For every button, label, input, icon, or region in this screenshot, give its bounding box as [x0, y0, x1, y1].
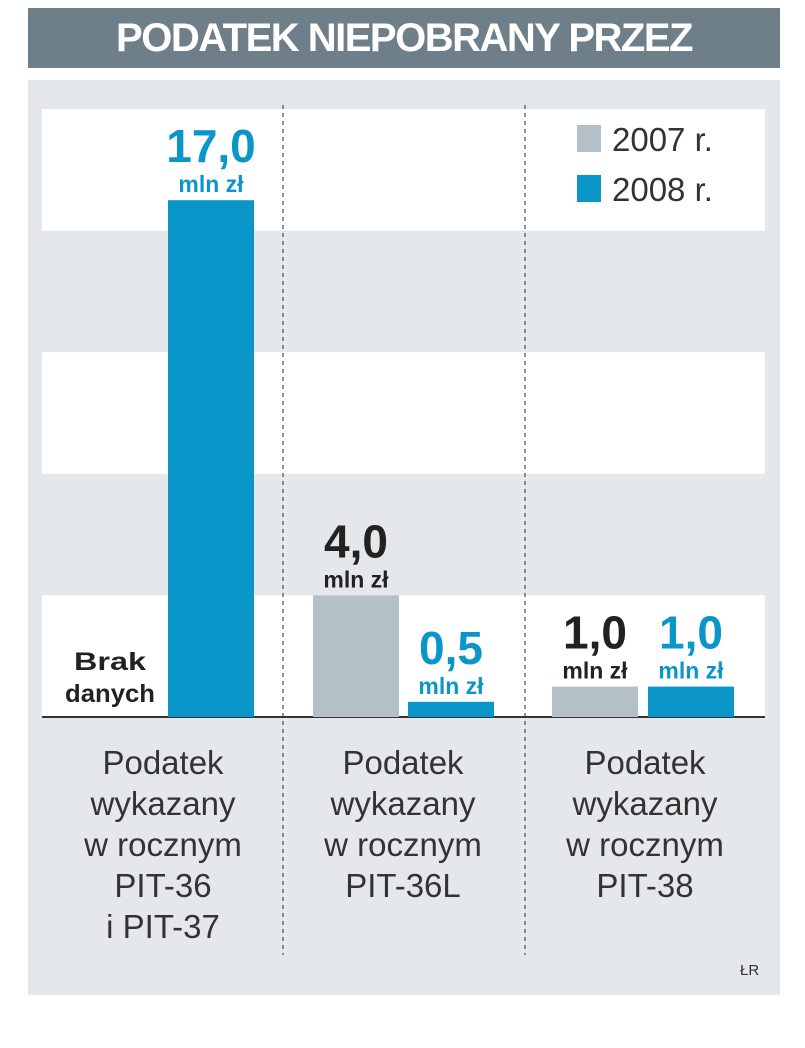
grid-band [42, 352, 765, 474]
category-label-line: Podatek [584, 744, 706, 781]
data-label: 4,0 [324, 515, 388, 567]
data-label: 1,0 [563, 607, 627, 659]
grid-band [42, 109, 765, 231]
category-label-line: w rocznym [84, 826, 242, 863]
bar-2007r-2 [552, 686, 638, 717]
legend-swatch [577, 125, 601, 152]
legend-label: 2008 r. [612, 171, 713, 208]
credit: ŁR [740, 962, 760, 979]
data-unit-label: mln zł [323, 566, 389, 592]
chart-title: PODATEK NIEPOBRANY PRZEZ PŁATNIKA [28, 8, 780, 120]
category-label-line: Podatek [342, 744, 464, 781]
data-label: 1,0 [659, 607, 723, 659]
data-label: 17,0 [166, 120, 256, 172]
bar-2007r-1 [313, 595, 399, 717]
category-label-line: w rocznym [566, 826, 724, 863]
category-label: Podatek wykazany w rocznym PIT-36 i PIT-37 [48, 742, 278, 947]
category-label-line: PIT-36L [345, 867, 461, 904]
bar-2008r-2 [648, 686, 734, 717]
category-label: Podatek wykazany w rocznym PIT-36L [288, 742, 518, 906]
data-unit-label: mln zł [658, 658, 724, 684]
category-label-line: wykazany [572, 785, 718, 822]
data-label: 0,5 [419, 622, 483, 674]
category-label-line: PIT-38 [596, 867, 694, 904]
category-label-line: i PIT-37 [106, 908, 220, 945]
category-label-line: wykazany [330, 785, 476, 822]
missing-label-line: Brak [74, 648, 146, 676]
chart-panel [28, 80, 780, 995]
legend-swatch [577, 175, 601, 202]
data-unit-label: mln zł [178, 171, 244, 197]
data-unit-label: mln zł [562, 658, 628, 684]
missing-label-line: danych [65, 680, 155, 708]
category-label-line: wykazany [90, 785, 236, 822]
bar-2008r-0 [168, 200, 254, 717]
bar-2008r-1 [408, 701, 494, 717]
category-label-line: Podatek [102, 744, 224, 781]
category-label-line: PIT-36 [114, 867, 212, 904]
category-label-line: w rocznym [324, 826, 482, 863]
legend-label: 2007 r. [612, 121, 713, 158]
grid-band [42, 595, 765, 717]
data-unit-label: mln zł [418, 673, 484, 699]
category-label: Podatek wykazany w rocznym PIT-38 [530, 742, 760, 906]
